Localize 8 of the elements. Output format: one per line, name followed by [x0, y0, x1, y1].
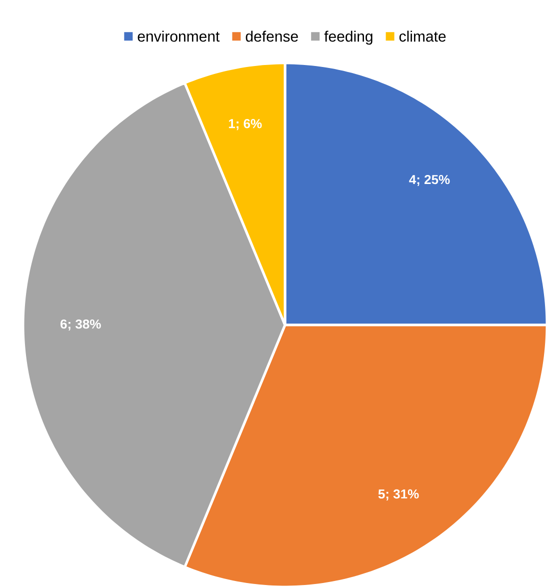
data-label: 1; 6%	[228, 119, 262, 130]
data-label: 6; 38%	[60, 319, 101, 331]
legend-label: environment	[138, 30, 220, 42]
legend-label: defense	[246, 30, 298, 42]
legend-label: climate	[399, 30, 446, 42]
data-label: 5; 31%	[378, 489, 419, 500]
legend-label: feeding	[324, 30, 372, 45]
data-label: 4; 25%	[409, 174, 450, 186]
